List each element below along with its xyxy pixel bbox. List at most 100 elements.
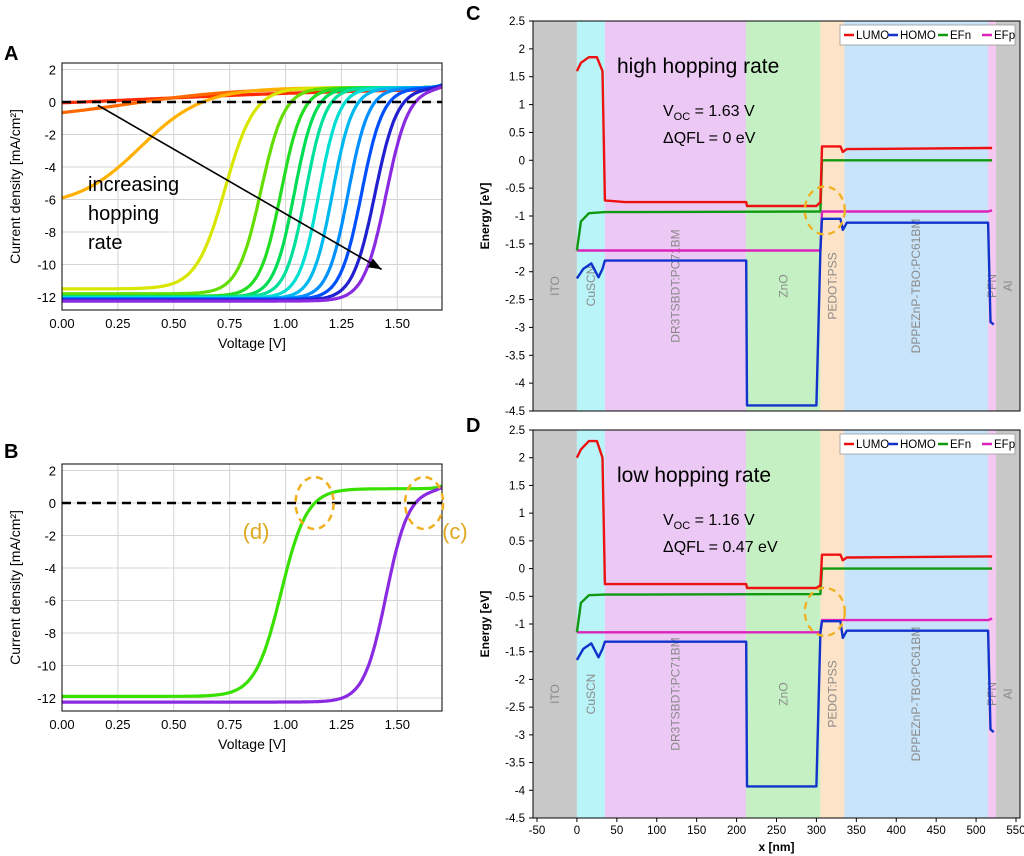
layer-cuscn (576, 21, 605, 411)
x-tick-label: -50 (529, 825, 546, 837)
layer-pfn (988, 430, 997, 818)
y-tick-label: -12 (37, 290, 56, 305)
trend-arrow-line (97, 104, 383, 271)
y-tick-label: -2 (44, 128, 56, 143)
layer-label: PFN (985, 682, 999, 706)
y-tick-label: 2.5 (509, 425, 525, 437)
panel-label-a: A (4, 43, 18, 65)
layer-pfn (988, 21, 997, 411)
series-group (62, 484, 442, 704)
band-line-homo (575, 620, 995, 788)
voc-symbol: V (663, 103, 674, 120)
panel-title: low hopping rate (617, 464, 771, 487)
layer-label: PEDOT:PSS (825, 252, 839, 319)
y-tick-label: -3 (515, 322, 525, 334)
x-tick-label: 1.50 (385, 316, 410, 331)
band-line-homo (575, 217, 995, 407)
band-line-lumo (575, 439, 993, 590)
x-tick-label: 0.75 (217, 717, 242, 732)
series-group (62, 83, 442, 303)
y-tick-label: 2.5 (509, 16, 525, 28)
y-tick-label: -12 (37, 691, 56, 706)
legend-entry: HOMO (900, 30, 936, 42)
y-tick-label: -2 (515, 267, 525, 279)
x-tick-label: 200 (727, 825, 746, 837)
x-tick-label: 1.00 (273, 316, 298, 331)
voc-symbol: V (663, 512, 674, 529)
x-tick-label: 0.00 (49, 316, 74, 331)
y-axis-label: Energy [eV] (478, 183, 492, 250)
y-tick-label: 0.5 (509, 127, 525, 139)
layer-label: ITO (548, 276, 562, 296)
layer-label: CuSCN (584, 266, 598, 307)
panel-label-c: C (466, 3, 480, 25)
legend-box (839, 433, 1016, 455)
y-tick-label: -4.5 (505, 813, 525, 825)
panel-label-b: B (4, 441, 18, 463)
y-tick-label: 1.5 (509, 72, 525, 84)
series-line-high-hopping-rate (62, 485, 442, 704)
y-tick-label: -1 (515, 619, 525, 631)
x-tick-label: 0.25 (105, 717, 130, 732)
y-tick-label: -2 (515, 674, 525, 686)
layer-dr3tsbdt-pc71bm (604, 430, 747, 818)
y-tick-label: -10 (37, 258, 56, 273)
layer-al (996, 430, 1020, 818)
voc-subscript: OC (674, 520, 691, 532)
layer-label: Al (1001, 689, 1015, 700)
x-tick-label: 250 (767, 825, 786, 837)
interface-highlight-circle (803, 185, 846, 236)
y-tick-label: -4 (515, 785, 526, 797)
legend-entry: EFn (950, 30, 971, 42)
annotation-increasing: increasing (88, 174, 179, 196)
y-tick-label: -1.5 (505, 239, 525, 251)
plot-frame (532, 429, 1021, 819)
legend: LUMO HOMO EFn EFp (839, 433, 1016, 455)
y-tick-label: 0 (49, 95, 56, 110)
interface-highlight-circle (803, 586, 846, 637)
layer-label: ZnO (776, 274, 790, 297)
annotation-hopping: hopping (88, 203, 159, 225)
y-tick-label: 0 (519, 155, 525, 167)
y-tick-label: -6 (44, 193, 56, 208)
x-tick-label: 500 (966, 825, 985, 837)
layer-zno (746, 430, 821, 818)
legend-entry: LUMO (856, 439, 889, 451)
y-tick-label: -8 (44, 626, 56, 641)
layer-al (996, 21, 1020, 411)
legend-entry: LUMO (856, 30, 889, 42)
y-tick-label: -0.5 (505, 183, 525, 195)
layer-label: CuSCN (584, 674, 598, 715)
x-tick-label: 1.25 (329, 316, 354, 331)
y-tick-label: -8 (44, 225, 56, 240)
y-tick-label: 1 (519, 508, 525, 520)
layer-label: DR3TSBDT:PC71BM (669, 229, 683, 342)
y-tick-label: -4 (515, 378, 526, 390)
layer-ito (533, 21, 577, 411)
band-line-efp (576, 209, 993, 252)
layer-label: DPPEZnP-TBO:PC61BM (909, 219, 923, 354)
y-tick-label: 1 (519, 100, 525, 112)
panel-a-chart: 0.00 0.25 0.50 0.75 1.00 1.25 1.50 2 0 -2 -4 -6 -8 -1… (7, 62, 443, 351)
marker-label-c: (c) (442, 519, 468, 544)
y-tick-label: -3.5 (505, 350, 525, 362)
y-tick-label: 0.5 (509, 536, 525, 548)
x-axis-label: Voltage [V] (218, 736, 286, 752)
x-tick-label: 350 (847, 825, 866, 837)
panel-c-chart: ITO CuSCN DR3TSBDT:PC71BM ZnO PEDOT:PSS DPPEZ… (478, 16, 1021, 418)
series-line-c14 (62, 84, 442, 303)
layer-dppeznp-tbo-pc61bm (844, 21, 989, 411)
x-tick-label: 150 (687, 825, 706, 837)
layer-label: PFN (985, 274, 999, 298)
y-tick-label: 2 (49, 464, 56, 479)
marker-circle (294, 475, 335, 531)
x-tick-label: 0 (574, 825, 580, 837)
panel-b-chart: 0.00 0.25 0.50 0.75 1.00 1.25 1.50 2 0 -2 -4 -6 -8 -1… (7, 463, 468, 752)
voc-value: 1.16 V (708, 512, 755, 529)
x-tick-label: 1.50 (385, 717, 410, 732)
dqfl-value: 0.47 eV (722, 539, 777, 556)
y-tick-label: -6 (44, 594, 56, 609)
trend-arrow-head (367, 258, 382, 270)
x-tick-label: 1.00 (273, 717, 298, 732)
panel-title: high hopping rate (617, 55, 779, 78)
